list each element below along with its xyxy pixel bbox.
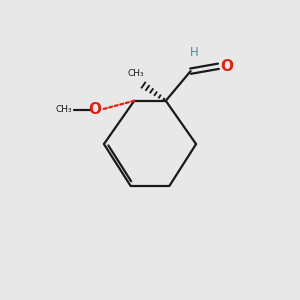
Text: O: O [88,102,101,117]
Text: O: O [220,59,233,74]
Text: CH₃: CH₃ [128,69,144,78]
Text: CH₃: CH₃ [55,105,72,114]
Text: H: H [190,46,198,59]
